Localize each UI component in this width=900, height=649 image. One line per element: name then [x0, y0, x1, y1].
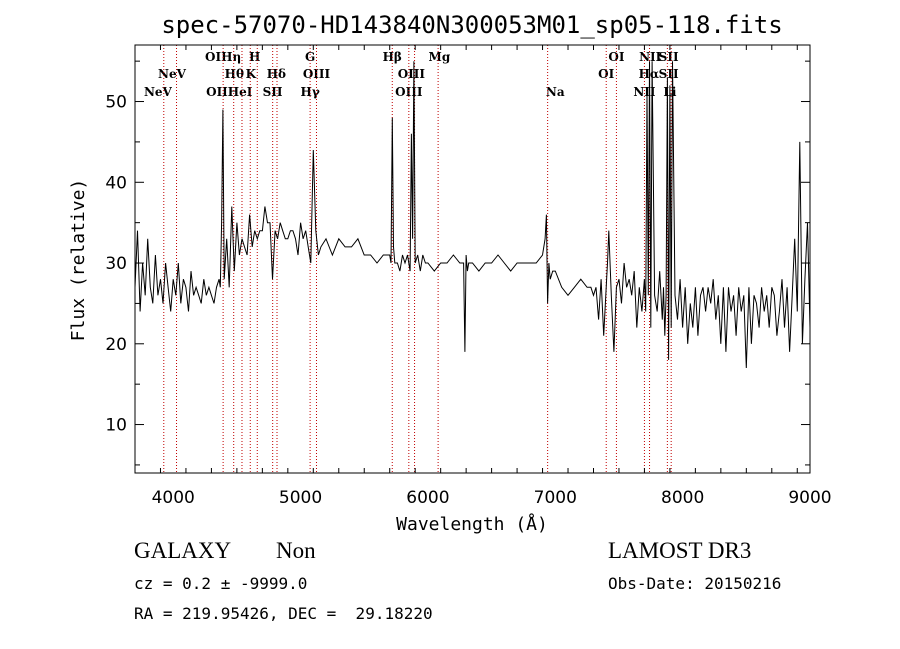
redshift-readout: cz = 0.2 ± -9999.0 [134, 574, 308, 593]
x-tick-label: 5000 [279, 488, 322, 508]
spectrum-line [134, 61, 811, 369]
y-tick-label: 10 [105, 416, 127, 436]
line-label: OIIHeI [206, 85, 253, 99]
line-label: SII [659, 50, 679, 64]
line-label: OIII [395, 85, 423, 99]
line-label: OIII [398, 67, 426, 81]
y-tick-label: 40 [105, 173, 127, 193]
line-label: OIII [303, 67, 331, 81]
plot-frame [134, 44, 811, 474]
spectrum-series [134, 61, 811, 369]
line-label: K [246, 67, 257, 81]
line-label: NII [633, 85, 656, 99]
line-label: Hγ [300, 85, 319, 99]
y-tick-label: 50 [105, 93, 127, 113]
line-label: SII [263, 85, 283, 99]
x-tick-label: 6000 [406, 488, 449, 508]
line-label: Hα [639, 67, 660, 81]
axes: 4000 5000 6000 7000 8000 9000 10 20 30 40 50 [105, 45, 832, 508]
line-label: NeV [158, 67, 187, 81]
line-label: OI [598, 67, 614, 81]
line-label: Na [546, 85, 565, 99]
line-label: SII [659, 67, 679, 81]
x-tick-label: 4000 [152, 488, 195, 508]
line-label: H [249, 50, 260, 64]
x-axis-label: Wavelength (Å) [396, 513, 548, 535]
coordinates-readout: RA = 219.95426, DEC = 29.18220 [134, 604, 433, 623]
y-tick-label: 20 [105, 335, 127, 355]
survey-release: LAMOST DR3 [608, 538, 752, 563]
observation-date: Obs-Date: 20150216 [608, 574, 782, 593]
line-label: NeV [144, 85, 173, 99]
spectral-line-markers [163, 45, 672, 473]
line-label: Hθ [225, 67, 244, 81]
object-class: GALAXY [134, 538, 232, 563]
y-axis-label: Flux (relative) [68, 179, 89, 342]
line-label: Mg [429, 50, 451, 64]
line-label: Hδ [267, 67, 286, 81]
y-tick-label: 30 [105, 254, 127, 274]
chart-title: spec-57070-HD143840N300053M01_sp05-118.f… [161, 11, 782, 39]
object-subclass: Non [276, 538, 316, 563]
x-tick-label: 7000 [534, 488, 577, 508]
x-tick-label: 8000 [661, 488, 704, 508]
x-tick-label: 9000 [788, 488, 831, 508]
